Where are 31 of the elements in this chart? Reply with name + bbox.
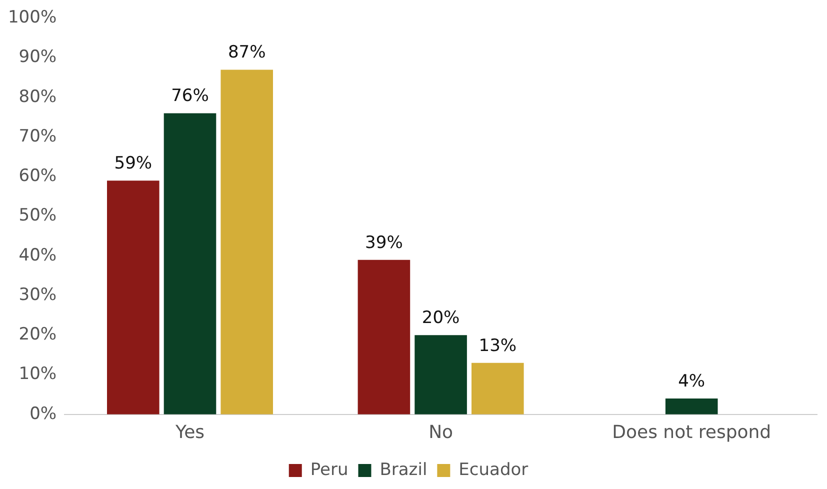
y-tick-label: 80% [18, 86, 57, 107]
data-label: 4% [678, 371, 706, 392]
data-label: 13% [478, 336, 517, 356]
data-label: 20% [422, 308, 460, 328]
y-tick-label: 60% [18, 166, 57, 186]
bar [164, 113, 216, 414]
y-tick-label: 40% [18, 245, 57, 266]
y-tick-label: 20% [18, 324, 57, 345]
legend-label: Brazil [380, 460, 428, 480]
x-tick-label: Yes [174, 422, 205, 443]
y-tick-label: 100% [8, 8, 57, 28]
legend-label: Peru [310, 460, 348, 480]
bar [358, 260, 410, 414]
bar [107, 180, 160, 414]
y-tick-label: 10% [18, 364, 57, 384]
data-label: 59% [114, 154, 152, 174]
y-tick-label: 30% [18, 284, 57, 305]
data-label: 87% [228, 42, 266, 63]
x-tick-label: No [428, 422, 454, 443]
bar [665, 398, 718, 414]
data-label: 39% [365, 232, 403, 253]
x-tick-label: Does not respond [612, 422, 772, 443]
bar [414, 335, 467, 414]
y-tick-label: 90% [18, 47, 57, 68]
bar [472, 362, 524, 414]
y-tick-label: 70% [18, 126, 57, 146]
bar [220, 70, 273, 414]
y-tick-label: 0% [30, 404, 57, 424]
data-label: 76% [171, 86, 209, 106]
legend-label: Ecuador [458, 460, 528, 480]
y-tick-label: 50% [18, 206, 57, 226]
